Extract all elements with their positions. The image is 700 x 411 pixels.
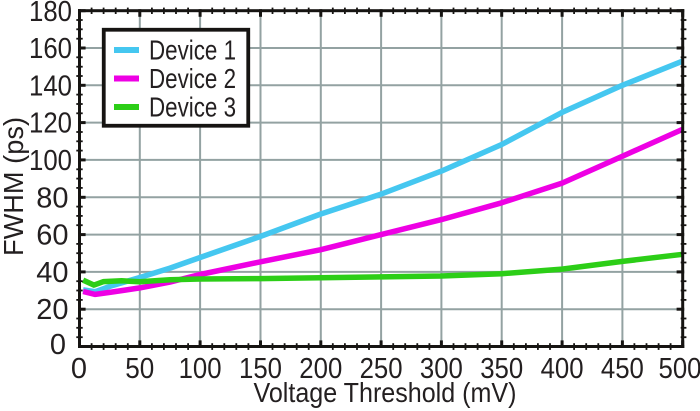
svg-text:300: 300 (420, 353, 463, 385)
svg-text:140: 140 (29, 70, 72, 102)
svg-text:160: 160 (29, 33, 72, 65)
svg-text:Device 1: Device 1 (149, 35, 236, 66)
svg-text:400: 400 (541, 353, 584, 385)
svg-text:Device 3: Device 3 (149, 92, 236, 123)
svg-text:120: 120 (29, 108, 72, 140)
svg-text:80: 80 (36, 182, 68, 214)
svg-text:60: 60 (36, 220, 68, 252)
svg-text:Device 2: Device 2 (149, 63, 236, 94)
svg-text:350: 350 (480, 353, 523, 385)
svg-text:50: 50 (125, 353, 154, 385)
svg-text:Voltage Threshold (mV): Voltage Threshold (mV) (254, 377, 517, 408)
svg-text:0: 0 (50, 329, 66, 361)
svg-text:FWHM (ps): FWHM (ps) (0, 117, 29, 256)
svg-text:0: 0 (71, 353, 87, 385)
svg-text:200: 200 (299, 353, 342, 385)
svg-text:250: 250 (360, 353, 403, 385)
svg-text:100: 100 (179, 353, 222, 385)
svg-text:500: 500 (659, 353, 700, 385)
svg-text:20: 20 (36, 294, 68, 326)
svg-text:100: 100 (29, 145, 72, 177)
svg-text:180: 180 (29, 0, 72, 28)
svg-text:40: 40 (36, 257, 68, 289)
svg-text:450: 450 (601, 353, 644, 385)
svg-text:150: 150 (239, 353, 282, 385)
